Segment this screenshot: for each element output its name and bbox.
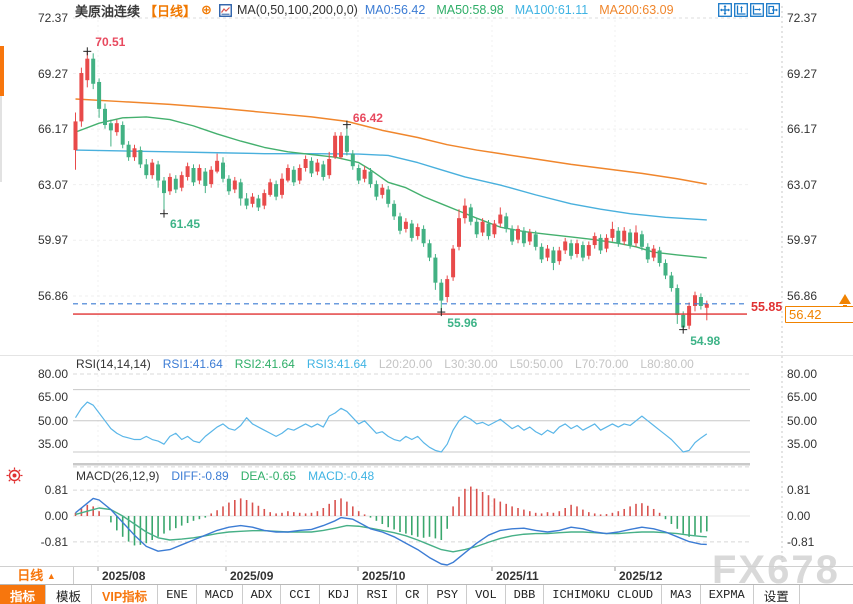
period-arrow-icon: ▲ [46, 571, 56, 581]
indicator-button-cr[interactable]: CR [397, 585, 429, 604]
symbol-title: 美原油连续 [75, 3, 141, 19]
toolbar-tab-item[interactable]: 模板 [46, 585, 93, 604]
indicator-button-cci[interactable]: CCI [281, 585, 320, 604]
toolbar-spacer [800, 585, 853, 604]
settings-button[interactable]: 设置 [753, 585, 800, 604]
macd-header-item: MACD(26,12,9) [76, 469, 160, 483]
ma-value: MA50:58.98 [436, 3, 504, 17]
indicator-button-adx[interactable]: ADX [242, 585, 282, 604]
indicator-button-rsi[interactable]: RSI [358, 585, 398, 604]
indicator-button-kdj[interactable]: KDJ [319, 585, 359, 604]
macd-header: MACD(26,12,9) DIFF:-0.89 DEA:-0.65 MACD:-0.… [76, 469, 374, 483]
rsi-header-item: L20:20.00 [378, 357, 433, 371]
pop-out-icon[interactable] [766, 3, 780, 17]
indicator-button-macd[interactable]: MACD [196, 585, 243, 604]
indicator-button-dbb[interactable]: DBB [505, 585, 545, 604]
indicator-button-expma[interactable]: EXPMA [700, 585, 754, 604]
indicator-toolbar: 指标 模板 VIP指标 ENE MACD ADX CCI KDJ RSI CR PSY VOL DBB I… [0, 584, 853, 604]
move-icon[interactable] [718, 3, 732, 17]
macd-header-item: DIFF:-0.89 [171, 469, 229, 483]
rsi-header-item: RSI3:41.64 [306, 357, 367, 371]
x-axis-date-label: 2025/09 [230, 569, 274, 583]
rsi-header-item: L50:50.00 [509, 357, 564, 371]
chart-header: 美原油连续 【日线】 ⊕ MA(0,50,100,200,0,0) MA0:56… [75, 2, 674, 19]
indicator-button-ene[interactable]: ENE [158, 585, 197, 604]
x-axis-row: 日线 ▲ 2025/08 2025/09 2025/10 2025/11 2025/12 [0, 566, 853, 585]
rsi-header-item: RSI(14,14,14) [76, 357, 151, 371]
left-scrollbar-track [0, 96, 2, 182]
toolbar-tab-item[interactable]: VIP指标 [92, 585, 159, 604]
rsi-header-item: L30:30.00 [444, 357, 498, 371]
macd-header-item: DEA:-0.65 [240, 469, 297, 483]
period-label: 日线 [17, 568, 44, 583]
macd-header-item: MACD:-0.48 [308, 469, 375, 483]
x-axis-date-label: 2025/10 [362, 569, 406, 583]
period-selector[interactable]: 日线 ▲ [0, 567, 74, 585]
x-axis-date-label: 2025/08 [102, 569, 146, 583]
last-price-tag: 56.42 [785, 306, 853, 323]
indicator-button-ma3[interactable]: MA3 [662, 585, 701, 604]
ma-value: MA100:61.11 [514, 3, 589, 17]
toolbar-tab-selected[interactable]: 指标 [0, 585, 47, 604]
rsi-header-item: L70:70.00 [575, 357, 629, 371]
x-axis-date-label: 2025/12 [619, 569, 663, 583]
ma-values: MA0:56.42 MA50:58.98 MA100:61.11 MA200:63.0… [365, 3, 674, 17]
indicator-button-vol[interactable]: VOL [467, 585, 506, 604]
alert-icon[interactable] [6, 467, 23, 484]
alert-line-label: 55.85 [751, 300, 783, 314]
rsi-header-item: RSI2:41.64 [234, 357, 295, 371]
ma-value: MA0:56.42 [364, 3, 426, 17]
add-favorite-icon[interactable]: ⊕ [201, 2, 212, 17]
x-axis-date-label: 2025/11 [496, 569, 539, 583]
scale-y-axis-icon[interactable] [734, 3, 748, 17]
period-tag: 【日线】 [144, 3, 197, 19]
scale-x-axis-icon[interactable] [750, 3, 764, 17]
rsi-header: RSI(14,14,14) RSI1:41.64 RSI2:41.64 RSI3:41… [76, 357, 694, 371]
ma-formula: MA(0,50,100,200,0,0) [236, 3, 358, 17]
indicator-button-ichimoku-cloud[interactable]: ICHIMOKU CLOUD [544, 585, 663, 604]
rsi-header-item: RSI1:41.64 [162, 357, 223, 371]
indicator-button-psy[interactable]: PSY [428, 585, 468, 604]
left-scrollbar-thumb[interactable] [0, 46, 4, 96]
chart-type-icon[interactable] [218, 3, 232, 17]
rsi-header-item: L80:80.00 [640, 357, 694, 371]
window-controls [718, 3, 780, 17]
ma-value: MA200:63.09 [599, 3, 674, 17]
